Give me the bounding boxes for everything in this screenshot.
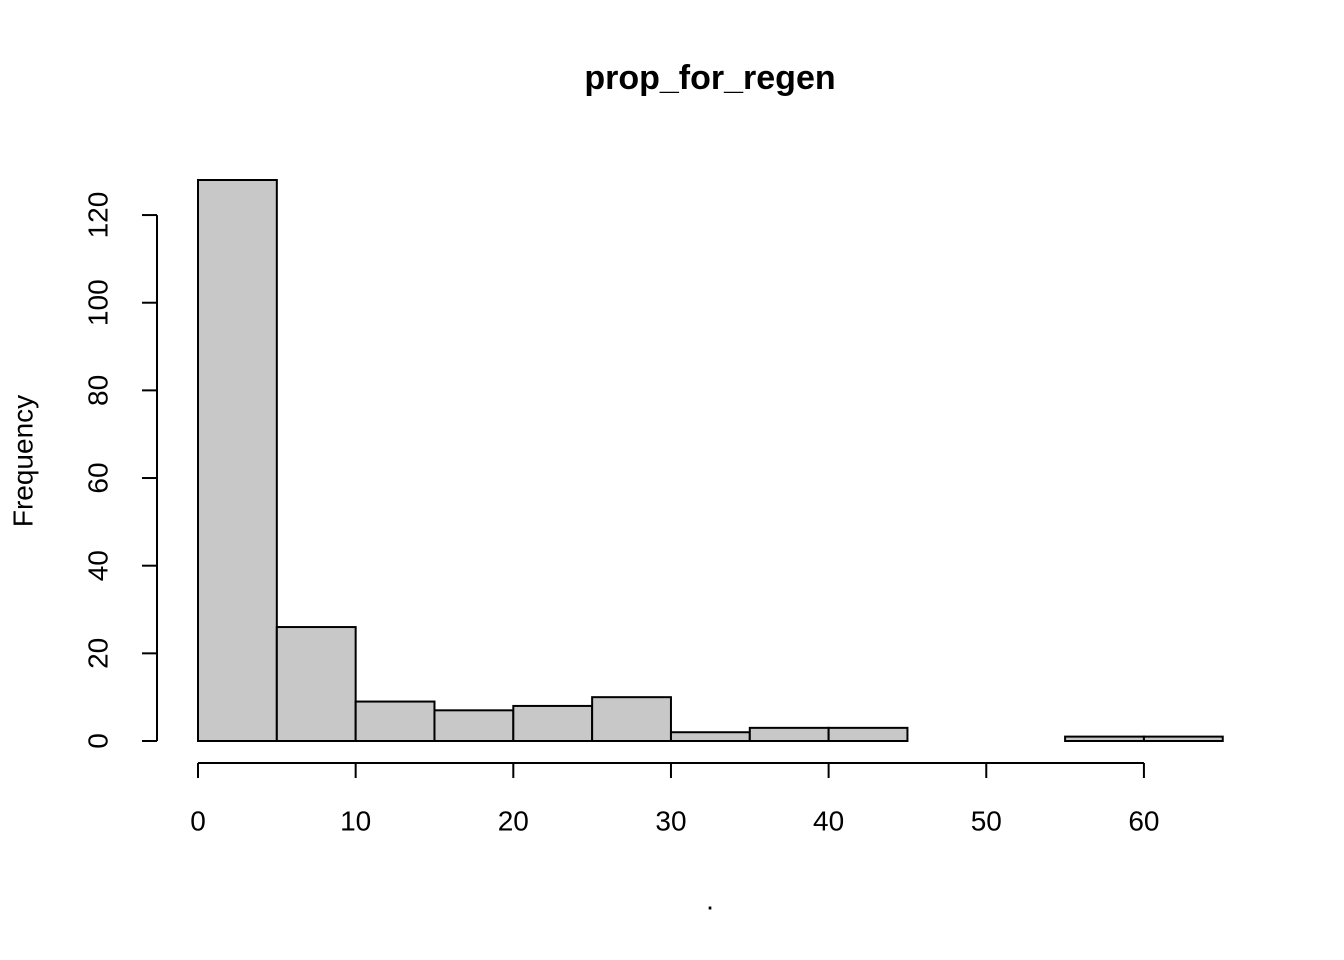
y-tick-label: 80 bbox=[82, 375, 113, 406]
x-tick-label: 30 bbox=[655, 805, 686, 836]
x-tick-label: 10 bbox=[340, 805, 371, 836]
y-tick-label: 40 bbox=[82, 550, 113, 581]
x-tick-label: 50 bbox=[971, 805, 1002, 836]
bar bbox=[591, 696, 672, 742]
x-tick-label: 0 bbox=[190, 805, 206, 836]
bar bbox=[748, 726, 830, 742]
bar bbox=[1064, 735, 1145, 742]
y-tick-label: 60 bbox=[82, 462, 113, 493]
y-tick-label: 0 bbox=[82, 733, 113, 749]
bar bbox=[433, 709, 515, 742]
bar bbox=[354, 700, 436, 742]
chart-title: prop_for_regen bbox=[584, 59, 835, 97]
x-tick-label: 40 bbox=[813, 805, 844, 836]
bar bbox=[827, 726, 909, 742]
x-axis-label: . bbox=[706, 884, 714, 915]
bar bbox=[275, 626, 357, 742]
x-tick-label: 20 bbox=[498, 805, 529, 836]
bar bbox=[197, 179, 278, 742]
bar bbox=[1142, 735, 1224, 742]
y-axis-label: Frequency bbox=[7, 395, 38, 527]
bar bbox=[512, 704, 594, 742]
y-tick-label: 100 bbox=[82, 279, 113, 326]
bar bbox=[669, 731, 751, 742]
y-tick-label: 20 bbox=[82, 638, 113, 669]
y-tick-label: 120 bbox=[82, 192, 113, 239]
x-tick-label: 60 bbox=[1128, 805, 1159, 836]
